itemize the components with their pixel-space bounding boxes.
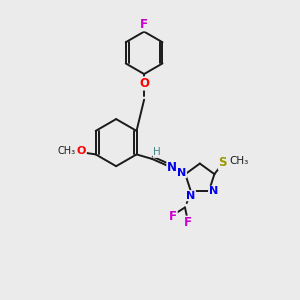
Text: N: N	[208, 186, 218, 196]
Text: S: S	[218, 156, 227, 170]
Text: F: F	[169, 210, 177, 223]
Text: H: H	[153, 147, 161, 158]
Text: CH₃: CH₃	[229, 156, 248, 166]
Text: O: O	[77, 146, 86, 157]
Text: N: N	[167, 161, 177, 174]
Text: F: F	[140, 18, 148, 31]
Text: N: N	[177, 168, 186, 178]
Text: O: O	[139, 77, 149, 90]
Text: F: F	[184, 216, 192, 229]
Text: CH₃: CH₃	[58, 146, 76, 157]
Text: N: N	[186, 191, 196, 201]
